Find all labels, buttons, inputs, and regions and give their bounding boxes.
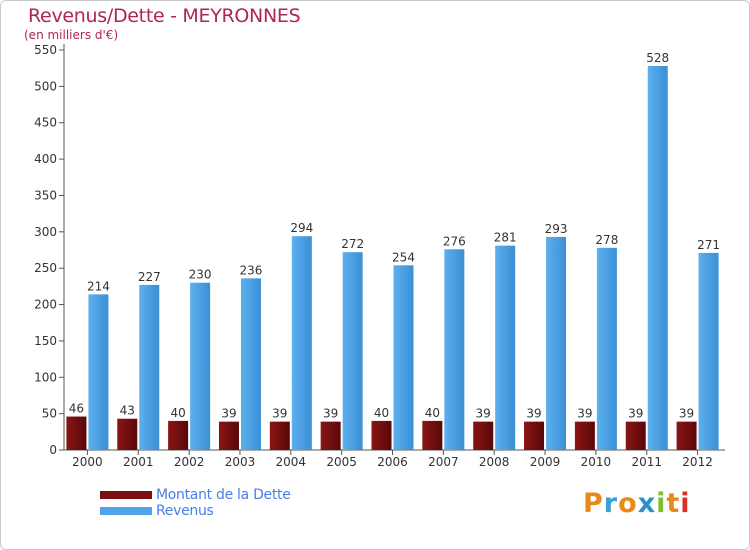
data-label-revenus: 230 [189, 268, 212, 282]
x-tick-label: 2006 [377, 455, 408, 469]
logo-letter: i [680, 488, 691, 519]
data-label-revenus: 528 [646, 51, 669, 65]
legend-item-revenus[interactable]: Revenus [100, 503, 291, 519]
bar-dette [524, 421, 545, 450]
bar-revenus [88, 294, 109, 450]
proxiti-logo: Proxiti [583, 488, 691, 519]
chart-title: Revenus/Dette - MEYRONNES [28, 5, 301, 27]
data-label-dette: 40 [425, 406, 440, 420]
bar-revenus [647, 66, 668, 450]
bar-revenus [698, 252, 719, 450]
x-tick-label: 2002 [174, 455, 205, 469]
bar-dette [574, 421, 595, 450]
x-tick-label: 2003 [225, 455, 256, 469]
x-tick-label: 2011 [631, 455, 662, 469]
data-label-revenus: 278 [595, 233, 618, 247]
data-label-dette: 39 [476, 407, 491, 421]
bar-revenus [546, 236, 567, 450]
bar-dette [422, 420, 443, 450]
legend-label-dette: Montant de la Dette [156, 487, 291, 503]
data-label-dette: 39 [221, 407, 236, 421]
x-tick-label: 2001 [123, 455, 154, 469]
logo-letter: x [637, 488, 657, 519]
data-label-dette: 39 [323, 407, 338, 421]
data-label-dette: 39 [628, 407, 643, 421]
x-tick-label: 2008 [479, 455, 510, 469]
bar-revenus [596, 247, 617, 450]
bar-dette [218, 421, 239, 450]
bar-revenus [240, 278, 261, 450]
data-label-revenus: 271 [697, 238, 720, 252]
data-label-dette: 39 [679, 407, 694, 421]
y-tick-label: 150 [34, 334, 57, 348]
data-label-dette: 40 [374, 406, 389, 420]
data-label-dette: 39 [272, 407, 287, 421]
x-tick-label: 2012 [682, 455, 713, 469]
data-label-revenus: 214 [87, 279, 110, 293]
legend-swatch-dette [100, 491, 152, 499]
legend: Montant de la Dette Revenus [100, 487, 291, 519]
data-label-revenus: 281 [494, 231, 517, 245]
bar-revenus [291, 236, 312, 450]
logo-letter: t [666, 488, 681, 519]
y-tick-label: 0 [49, 443, 57, 457]
y-tick-label: 250 [34, 261, 57, 275]
y-tick-label: 200 [34, 298, 57, 312]
data-label-revenus: 276 [443, 234, 466, 248]
data-label-dette: 39 [526, 407, 541, 421]
bar-revenus [495, 245, 516, 450]
data-label-dette: 43 [120, 404, 135, 418]
logo-letter: i [656, 488, 667, 519]
logo-letter: r [603, 488, 619, 519]
data-label-dette: 46 [69, 402, 84, 416]
bar-dette [473, 421, 494, 450]
data-label-dette: 39 [577, 407, 592, 421]
bar-revenus [342, 252, 363, 450]
data-label-dette: 40 [170, 406, 185, 420]
data-label-revenus: 294 [290, 221, 313, 235]
bar-revenus [393, 265, 414, 450]
x-tick-label: 2009 [530, 455, 561, 469]
logo-letter: P [583, 488, 604, 519]
y-tick-label: 50 [42, 407, 57, 421]
bar-revenus [190, 282, 211, 450]
logo-letter: o [618, 488, 638, 519]
data-label-revenus: 236 [240, 263, 263, 277]
bar-dette [168, 420, 189, 450]
bar-dette [625, 421, 646, 450]
data-label-revenus: 293 [545, 222, 568, 236]
data-label-revenus: 272 [341, 237, 364, 251]
bar-dette [371, 420, 392, 450]
legend-label-revenus: Revenus [156, 503, 214, 519]
x-tick-label: 2005 [326, 455, 357, 469]
bar-dette [676, 421, 697, 450]
data-label-revenus: 227 [138, 270, 161, 284]
y-tick-label: 550 [34, 43, 57, 57]
legend-item-dette[interactable]: Montant de la Dette [100, 487, 291, 503]
y-tick-label: 300 [34, 225, 57, 239]
bar-revenus [139, 284, 160, 450]
x-tick-label: 2010 [581, 455, 612, 469]
y-tick-label: 450 [34, 116, 57, 130]
x-tick-label: 2007 [428, 455, 459, 469]
bar-dette [117, 418, 138, 450]
legend-swatch-revenus [100, 507, 152, 515]
bar-dette [320, 421, 341, 450]
chart-subtitle: (en milliers d'€) [24, 28, 119, 42]
y-tick-label: 350 [34, 188, 57, 202]
y-tick-label: 100 [34, 370, 57, 384]
bar-dette [66, 416, 87, 450]
x-tick-label: 2004 [276, 455, 307, 469]
x-tick-label: 2000 [72, 455, 103, 469]
bar-dette [269, 421, 290, 450]
y-tick-label: 500 [34, 79, 57, 93]
y-tick-label: 400 [34, 152, 57, 166]
bar-revenus [444, 249, 465, 450]
data-label-revenus: 254 [392, 250, 415, 264]
